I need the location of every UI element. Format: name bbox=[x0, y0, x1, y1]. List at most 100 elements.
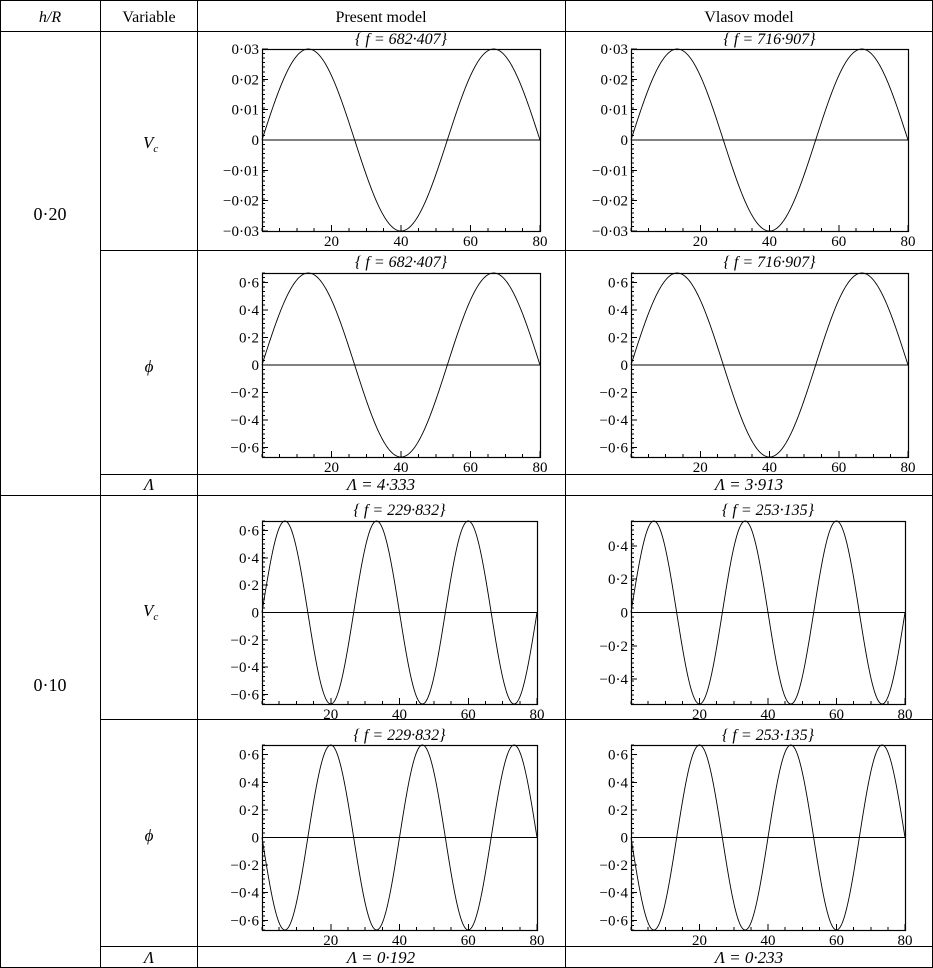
chart-panel: { f = 253·135} 0·4 0·2 0 −0·2 −0·4 20 40 60 80 bbox=[600, 502, 913, 723]
y-tick-label: −0·6 bbox=[600, 440, 629, 456]
x-tick-label: 80 bbox=[901, 460, 916, 476]
x-tick-label: 20 bbox=[324, 234, 339, 250]
y-tick-label: −0·4 bbox=[231, 413, 260, 429]
y-tick-label: 0 bbox=[252, 133, 260, 149]
y-tick-label: 0 bbox=[252, 606, 260, 622]
x-tick-label: 20 bbox=[692, 933, 707, 949]
variable-phi-0-10: ϕ bbox=[145, 826, 154, 845]
x-tick-label: 20 bbox=[323, 707, 338, 723]
y-tick-label: −0·03 bbox=[592, 224, 628, 240]
y-tick-label: −0·01 bbox=[592, 163, 628, 179]
lambda-vlasov-0-10: Λ = 0·233 bbox=[713, 948, 783, 967]
x-tick-label: 40 bbox=[761, 933, 776, 949]
y-tick-label: 0·2 bbox=[608, 572, 628, 588]
x-tick-label: 20 bbox=[324, 460, 339, 476]
y-tick-label: 0·2 bbox=[608, 803, 628, 819]
variable-main: V bbox=[143, 133, 156, 152]
y-tick-label: 0·2 bbox=[239, 803, 259, 819]
y-tick-label: 0 bbox=[252, 358, 260, 374]
y-tick-label: 0·03 bbox=[232, 42, 260, 58]
y-tick-label: −0·4 bbox=[231, 886, 260, 902]
variable-vc-0-20: Vc bbox=[143, 133, 158, 155]
hr-value-0-10: 0·10 bbox=[34, 675, 67, 695]
y-tick-label: 0 bbox=[621, 606, 629, 622]
mode-shape-curve bbox=[630, 744, 906, 931]
y-tick-label: −0·02 bbox=[223, 194, 259, 210]
y-tick-label: −0·2 bbox=[600, 385, 628, 401]
x-tick-label: 80 bbox=[530, 933, 545, 949]
x-tick-label: 80 bbox=[898, 707, 913, 723]
y-tick-label: 0·03 bbox=[601, 42, 629, 58]
y-tick-label: −0·2 bbox=[231, 633, 259, 649]
x-tick-label: 20 bbox=[692, 707, 707, 723]
chart-title: { f = 716·907} bbox=[723, 254, 816, 271]
x-tick-label: 60 bbox=[463, 234, 478, 250]
y-tick-label: 0·02 bbox=[232, 72, 260, 88]
y-tick-label: −0·03 bbox=[223, 224, 259, 240]
y-tick-label: 0·6 bbox=[239, 276, 259, 292]
variable-subscript: c bbox=[153, 611, 158, 623]
mode-shape-curve bbox=[261, 272, 541, 458]
x-tick-label: 80 bbox=[530, 707, 545, 723]
header-vlasov-model: Vlasov model bbox=[704, 9, 794, 26]
variable-lambda-0-10: Λ bbox=[142, 948, 155, 967]
x-tick-label: 40 bbox=[392, 707, 407, 723]
mode-shape-curve bbox=[261, 48, 541, 232]
y-tick-label: 0·6 bbox=[608, 748, 628, 764]
y-tick-label: 0·02 bbox=[601, 72, 629, 88]
y-tick-label: 0·4 bbox=[239, 551, 259, 567]
y-tick-label: −0·4 bbox=[600, 672, 629, 688]
lambda-present-0-20: Λ = 4·333 bbox=[345, 475, 415, 494]
mode-shape-plots: { f = 682·407} 0·03 0·02 0·01 0 −0·01 −0·02 −0·… bbox=[223, 31, 915, 949]
y-tick-label: 0 bbox=[252, 831, 260, 847]
mode-shape-curve bbox=[630, 272, 909, 458]
x-tick-label: 40 bbox=[392, 933, 407, 949]
y-tick-label: 0·4 bbox=[608, 775, 628, 791]
chart-title: { f = 716·907} bbox=[723, 31, 816, 48]
x-tick-label: 40 bbox=[394, 234, 409, 250]
lambda-vlasov-0-20: Λ = 3·913 bbox=[713, 475, 783, 494]
lambda-present-0-10: Λ = 0·192 bbox=[345, 948, 416, 967]
x-tick-label: 40 bbox=[762, 460, 777, 476]
y-tick-label: 0·4 bbox=[608, 539, 628, 555]
chart-panel: { f = 716·907} 0·6 0·4 0·2 0 −0·2 −0·4 −0·6 20 40… bbox=[600, 254, 916, 476]
chart-title: { f = 682·407} bbox=[355, 254, 448, 271]
y-tick-label: −0·4 bbox=[600, 413, 629, 429]
y-tick-label: 0·01 bbox=[601, 103, 629, 119]
x-tick-label: 40 bbox=[762, 234, 777, 250]
header-present-model: Present model bbox=[335, 9, 427, 26]
x-tick-label: 80 bbox=[533, 460, 548, 476]
chart-panel: { f = 229·832} 0·6 0·4 0·2 0 −0·2 −0·4 −0·6 20 40… bbox=[231, 727, 545, 949]
y-tick-label: 0 bbox=[621, 831, 629, 847]
y-tick-label: −0·4 bbox=[231, 660, 260, 676]
x-tick-label: 20 bbox=[693, 460, 708, 476]
chart-title: { f = 682·407} bbox=[355, 31, 448, 48]
x-tick-label: 20 bbox=[693, 234, 708, 250]
x-tick-label: 60 bbox=[463, 460, 478, 476]
x-tick-label: 60 bbox=[831, 460, 846, 476]
mode-shape-curve bbox=[261, 520, 538, 705]
y-tick-label: −0·6 bbox=[600, 913, 629, 929]
chart-panel: { f = 682·407} 0·03 0·02 0·01 0 −0·01 −0·02 −0·… bbox=[223, 31, 547, 250]
y-tick-label: 0·4 bbox=[239, 775, 259, 791]
x-tick-label: 20 bbox=[323, 933, 338, 949]
y-tick-label: −0·2 bbox=[231, 858, 259, 874]
chart-title: { f = 253·135} bbox=[722, 502, 815, 519]
mode-shape-curve bbox=[630, 520, 906, 705]
chart-title: { f = 229·832} bbox=[353, 727, 446, 744]
x-tick-label: 80 bbox=[901, 234, 916, 250]
chart-title: { f = 253·135} bbox=[722, 727, 815, 744]
chart-panel: { f = 229·832} 0·6 0·4 0·2 0 −0·2 −0·4 −0·6 20 40… bbox=[231, 502, 545, 723]
y-tick-label: 0·2 bbox=[608, 331, 628, 347]
hr-value-0-20: 0·20 bbox=[34, 204, 67, 224]
y-tick-label: −0·01 bbox=[223, 163, 259, 179]
header-hr: h/R bbox=[39, 9, 61, 26]
y-tick-label: −0·2 bbox=[231, 385, 259, 401]
y-tick-label: 0·2 bbox=[239, 578, 259, 594]
variable-lambda-0-20: Λ bbox=[142, 475, 155, 494]
y-tick-label: 0 bbox=[621, 133, 629, 149]
y-tick-label: −0·02 bbox=[592, 194, 628, 210]
x-tick-label: 60 bbox=[829, 933, 844, 949]
x-tick-label: 60 bbox=[831, 234, 846, 250]
